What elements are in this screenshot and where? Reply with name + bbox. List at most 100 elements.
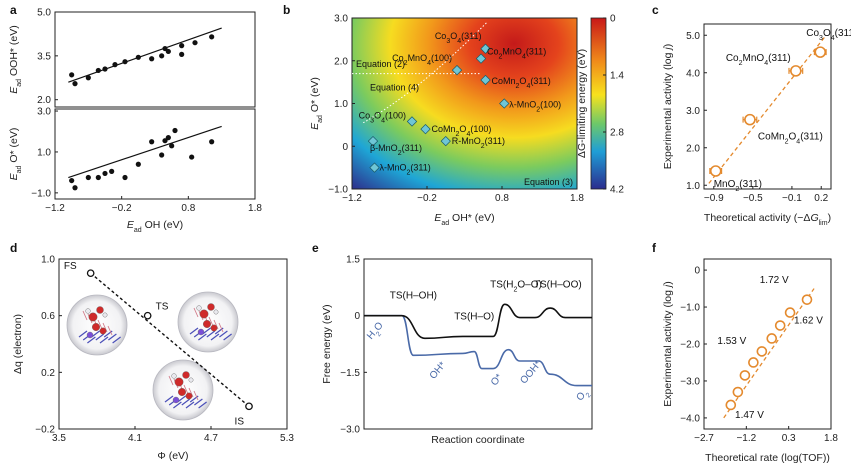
- point-label: CoMn2O4(100): [432, 124, 492, 138]
- y-axis-label: Experimental activity (log j): [662, 281, 674, 406]
- text-part: j: [662, 47, 674, 53]
- text-part: Theoretical activity (−Δ: [704, 212, 811, 224]
- text-part: Co: [487, 47, 499, 57]
- text-part: 3: [370, 117, 374, 124]
- lattice-bond: [108, 333, 117, 341]
- lattice-bond: [87, 336, 96, 344]
- point-label: λ-MnO2(311): [380, 163, 431, 177]
- fit-line: [68, 125, 222, 179]
- text-part: (311): [800, 132, 823, 143]
- data-point: [766, 333, 778, 344]
- x-tick-label: −1.2: [45, 203, 65, 214]
- x-tick-label: −0.2: [417, 193, 437, 204]
- data-point: [72, 81, 78, 87]
- lattice-bond: [218, 322, 224, 333]
- panel-letter-b: b: [283, 3, 290, 17]
- point-label: β-MnO2(311): [370, 143, 422, 157]
- atom: [171, 373, 177, 379]
- text-part: ad: [441, 220, 449, 227]
- atom: [91, 323, 100, 332]
- data-point: [122, 174, 128, 181]
- data-point: [179, 43, 185, 49]
- y-tick-label: 1.0: [686, 181, 700, 192]
- y-tick-label: 0: [694, 266, 700, 277]
- text-part: R-MnO: [452, 136, 481, 146]
- x-tick-label: 0.3: [782, 433, 796, 444]
- data-point: [451, 64, 463, 76]
- species-label: OH*: [428, 360, 449, 382]
- lattice-bond: [198, 333, 207, 341]
- text-part: λ-MnO: [380, 163, 407, 173]
- text-part: MnO: [502, 47, 522, 57]
- text-part: O* (eV): [8, 128, 20, 166]
- atom: [207, 303, 215, 311]
- x-tick-label: 3.5: [52, 433, 66, 444]
- atom: [99, 327, 107, 335]
- text-part: E: [127, 219, 135, 231]
- panel-a: a 5.0 3.5 2.0 Ead OOH* (eV) 3.0 1.0 −1.0 Ead O* …: [8, 3, 262, 234]
- point-label: CoMn2O4(311): [758, 132, 823, 146]
- data-point: [165, 135, 171, 141]
- data-point: [165, 48, 171, 55]
- transition-state-label: TS(H2O–O): [490, 279, 542, 293]
- data-point: [784, 307, 796, 318]
- data-point: [102, 66, 108, 72]
- text-part: 2: [404, 60, 408, 67]
- structure-snapshot: [66, 294, 128, 356]
- text-part: OH*: [428, 360, 449, 382]
- atom: [202, 320, 211, 329]
- text-part: 4: [764, 59, 768, 66]
- text-part: (311): [402, 143, 422, 153]
- colorbar-tick-label: 0: [610, 14, 616, 25]
- data-point: [85, 174, 91, 181]
- text-part: 2: [499, 53, 503, 60]
- text-part: 4: [796, 138, 800, 145]
- atom: [188, 377, 194, 383]
- y-axis-label: Experimental activity (log j): [662, 44, 674, 169]
- region-label-eq4: Equation (4): [370, 83, 419, 93]
- data-point: [209, 139, 215, 145]
- text-part: 2: [375, 330, 383, 338]
- panel-letter-f: f: [652, 241, 657, 255]
- data-point: [440, 135, 451, 147]
- data-point: [69, 72, 75, 78]
- text-part: 2: [536, 106, 540, 113]
- y-axis-label: Ead O* (eV): [309, 77, 324, 130]
- text-part: MnO: [714, 179, 736, 190]
- text-part: (311): [461, 31, 481, 41]
- atom: [199, 309, 209, 319]
- x-axis-label: Theoretical rate (log(TOF)): [705, 452, 830, 464]
- y-tick-label: 3.0: [334, 14, 348, 25]
- lattice-bond: [223, 333, 232, 341]
- panel-letter-d: d: [10, 241, 17, 255]
- data-point: [162, 138, 168, 144]
- data-point: [135, 54, 141, 60]
- text-part: ): [828, 212, 832, 224]
- x-tick-label: −0.1: [782, 193, 802, 204]
- text-part: ad: [317, 115, 324, 123]
- x-tick-label: −1.2: [736, 433, 756, 444]
- text-part: ad: [134, 227, 142, 234]
- heatmap-surface: [352, 18, 577, 189]
- text-part: (311): [526, 47, 546, 57]
- data-point: [169, 143, 175, 149]
- panel-letter-c: c: [652, 3, 659, 17]
- text-part: 2: [407, 169, 411, 176]
- point-label: IS: [235, 416, 245, 427]
- y-axis-label: Δq (electron): [12, 314, 24, 374]
- text-part: ad: [16, 165, 23, 173]
- text-part: (311): [768, 53, 791, 64]
- data-point: [86, 269, 95, 278]
- structure-snapshot: [177, 291, 239, 353]
- y-tick-label: 1.5: [346, 255, 360, 266]
- lattice-bond: [95, 333, 105, 341]
- x-tick-label: 0.8: [181, 203, 195, 214]
- data-point: [475, 53, 487, 64]
- data-point: [143, 311, 152, 320]
- lattice-bond: [97, 319, 103, 330]
- x-tick-label: −0.9: [704, 193, 724, 204]
- text-part: j: [662, 284, 674, 290]
- plot-frame: [363, 258, 593, 430]
- lattice-bond: [164, 395, 174, 403]
- text-part: 2: [398, 150, 402, 157]
